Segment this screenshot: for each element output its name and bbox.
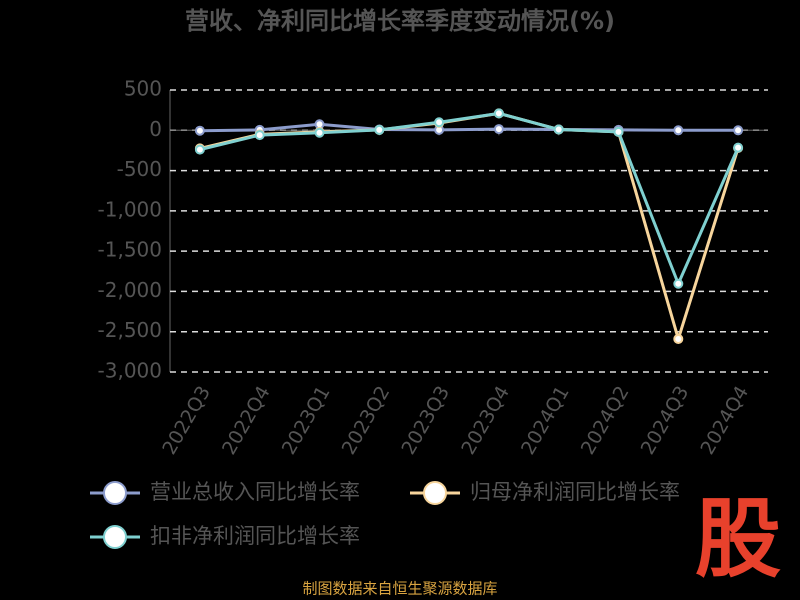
point bbox=[553, 124, 564, 135]
point bbox=[434, 117, 445, 128]
logo: 股 bbox=[695, 489, 781, 589]
x-tick-label: 2024Q4 bbox=[696, 382, 753, 458]
x-tick-label: 2022Q4 bbox=[218, 382, 275, 458]
point bbox=[194, 144, 205, 155]
footer: 制图数据来自恒生聚源数据库 bbox=[302, 580, 497, 598]
point bbox=[613, 126, 624, 137]
legend-label: 归母净利润同比增长率 bbox=[470, 480, 680, 504]
point bbox=[733, 142, 744, 153]
chart-title: 营收、净利同比增长率季度变动情况(%) bbox=[185, 7, 615, 35]
legend-marker bbox=[103, 525, 127, 549]
x-tick-label: 2022Q3 bbox=[158, 382, 215, 458]
legend-label: 扣非净利润同比增长率 bbox=[150, 524, 360, 548]
legend-label: 营业总收入同比增长率 bbox=[150, 480, 360, 504]
point bbox=[493, 124, 504, 135]
point bbox=[374, 124, 385, 135]
x-tick-label: 2024Q3 bbox=[637, 382, 694, 458]
x-tick-label: 2023Q1 bbox=[278, 382, 335, 458]
x-tick-label: 2023Q3 bbox=[397, 382, 454, 458]
line bbox=[199, 122, 739, 133]
point bbox=[314, 127, 325, 138]
x-tick-label: 2024Q2 bbox=[577, 382, 634, 458]
x-tick-label: 2023Q4 bbox=[457, 382, 514, 458]
line bbox=[199, 111, 740, 288]
point bbox=[673, 278, 684, 289]
legend-marker bbox=[103, 481, 127, 505]
legend-marker bbox=[423, 481, 447, 505]
point bbox=[673, 333, 684, 344]
point bbox=[194, 125, 205, 136]
point bbox=[493, 108, 504, 119]
y-tick-label: -2,500 bbox=[98, 318, 162, 342]
x-tick-label: 2024Q1 bbox=[517, 382, 574, 458]
y-tick-label: -500 bbox=[117, 157, 162, 181]
point bbox=[673, 125, 684, 136]
y-tick-label: 0 bbox=[149, 117, 162, 141]
y-tick-label: -1,000 bbox=[98, 197, 162, 221]
y-tick-label: -3,000 bbox=[98, 359, 162, 383]
line bbox=[199, 111, 740, 345]
y-tick-label: -1,500 bbox=[98, 238, 162, 262]
x-tick-label: 2023Q2 bbox=[338, 382, 395, 458]
y-tick-label: -2,000 bbox=[98, 278, 162, 302]
point bbox=[733, 125, 744, 136]
y-tick-label: 500 bbox=[124, 77, 162, 101]
point bbox=[254, 130, 265, 141]
